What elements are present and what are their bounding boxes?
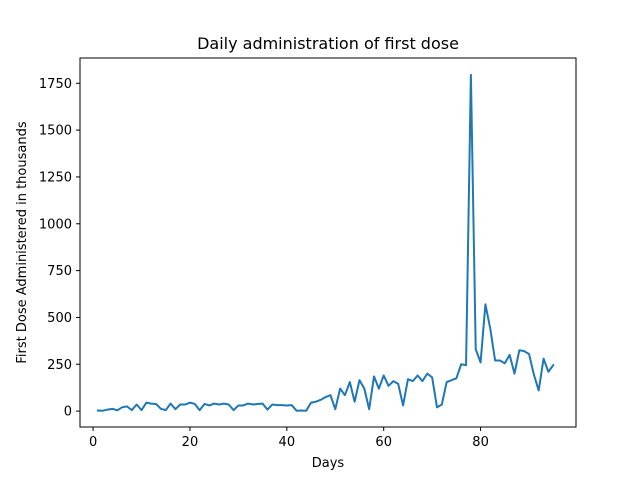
- y-tick-label: 0: [64, 405, 72, 420]
- plot-area: [79, 57, 577, 428]
- y-tick-label: 1750: [39, 77, 72, 92]
- y-tick-label: 1000: [39, 217, 72, 232]
- y-axis-title: First Dose Administered in thousands: [15, 121, 30, 363]
- x-tick-label: 60: [375, 435, 392, 450]
- x-axis-title: Days: [312, 456, 345, 471]
- x-tick-label: 0: [89, 435, 97, 450]
- x-tick-label: 80: [472, 435, 489, 450]
- series-line: [96, 73, 555, 412]
- y-tick-label: 1250: [39, 170, 72, 185]
- chart-title: Daily administration of first dose: [197, 34, 459, 53]
- y-tick-label: 500: [47, 311, 72, 326]
- x-axis: 0 20 40 60 80: [89, 427, 489, 450]
- x-tick-label: 40: [279, 435, 296, 450]
- x-tick-label: 20: [182, 435, 199, 450]
- plot-frame: [79, 57, 577, 428]
- y-axis: 0 250 500 750 1000 1250 1500 1750: [39, 77, 80, 420]
- y-tick-label: 1500: [39, 124, 72, 139]
- y-tick-label: 250: [47, 358, 72, 373]
- y-tick-label: 750: [47, 264, 72, 279]
